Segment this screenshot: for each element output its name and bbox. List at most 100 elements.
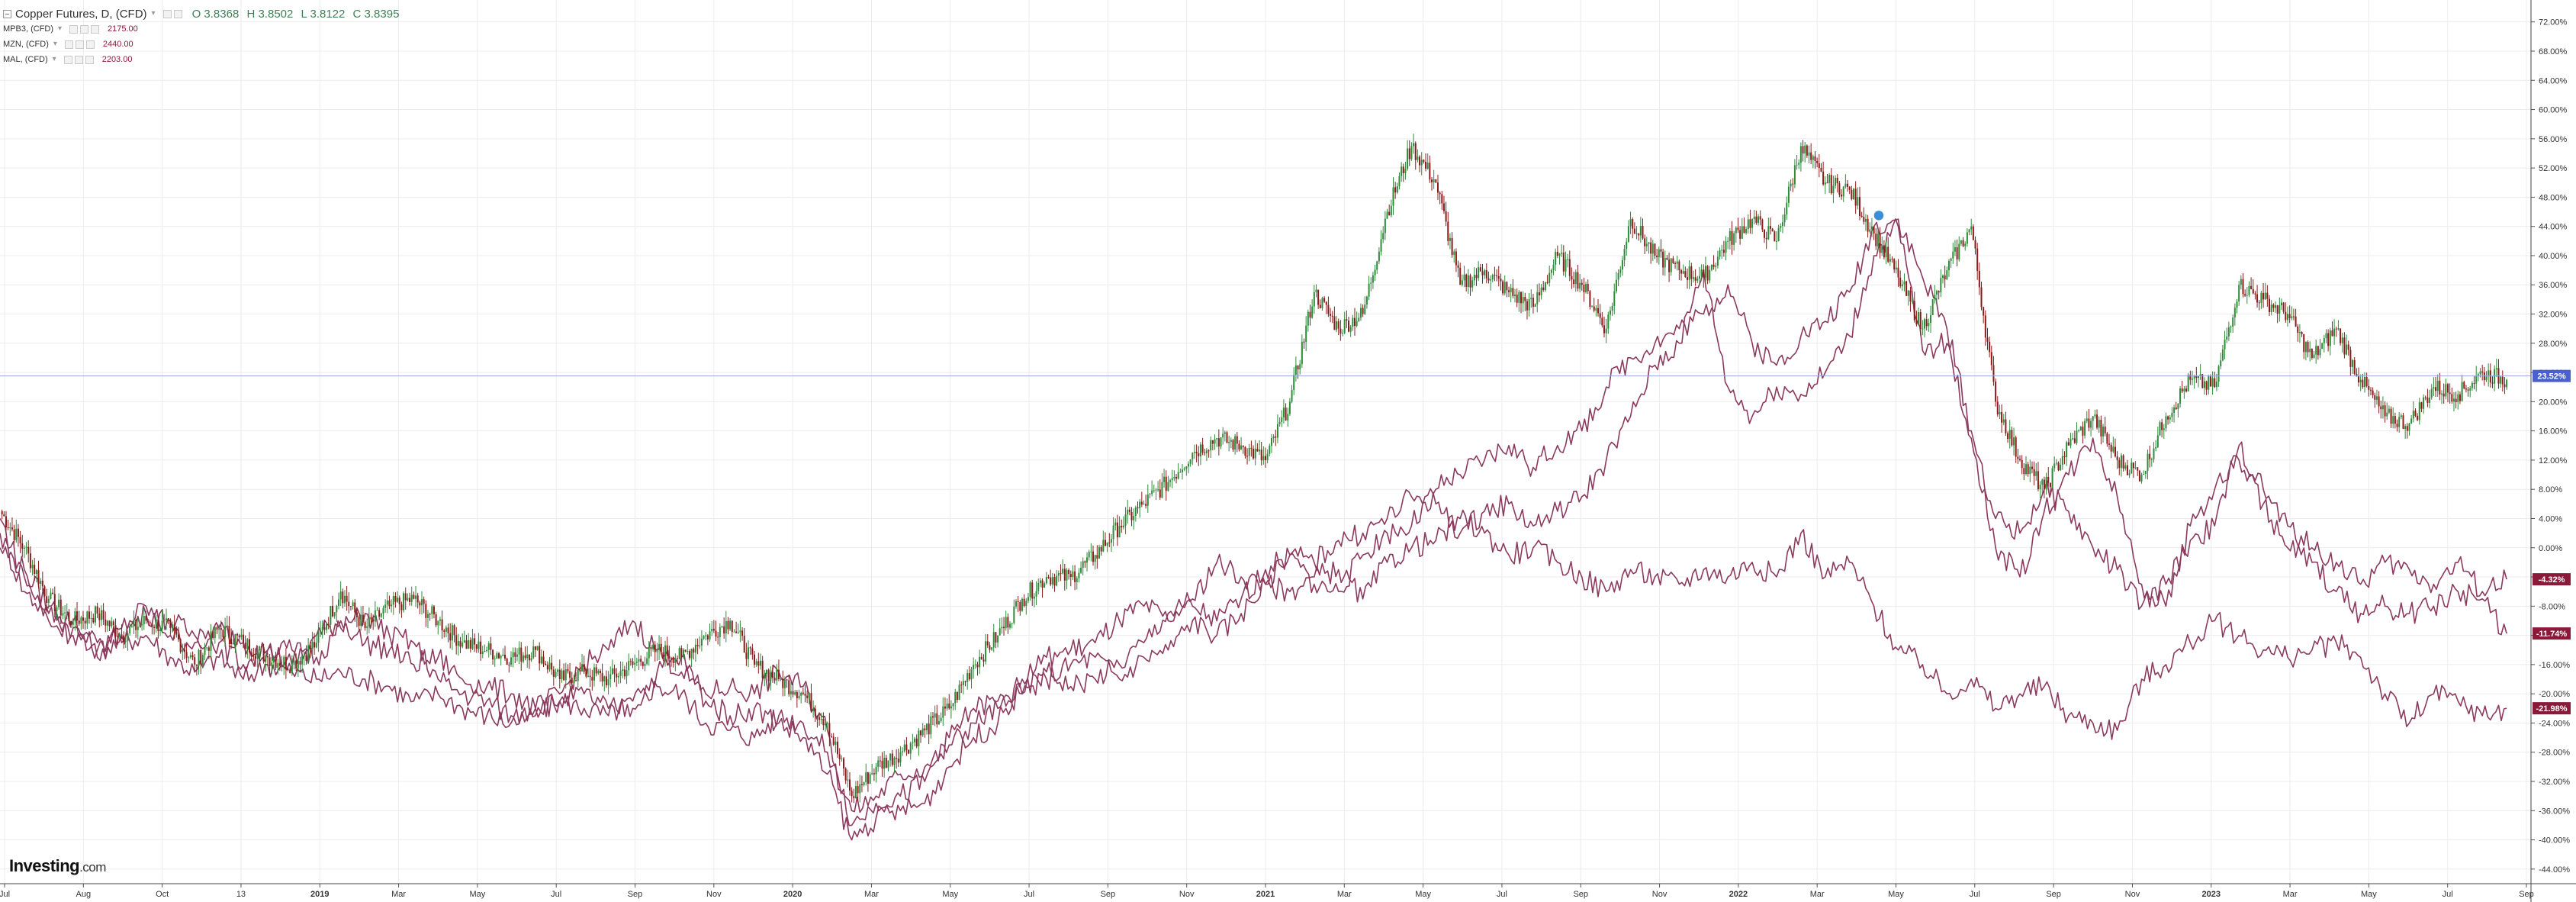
candle-body — [1414, 143, 1417, 160]
visibility-icon[interactable] — [69, 24, 79, 34]
candle-body — [1256, 449, 1259, 452]
candle-body — [2362, 379, 2364, 388]
candle-body — [1349, 327, 1352, 332]
legend-overlay-row[interactable]: MPB3, (CFD) ▾ 2175.00 — [3, 21, 399, 37]
candle-body — [1787, 186, 1790, 203]
legend-overlay-row[interactable]: MZN, (CFD) ▾ 2440.00 — [3, 37, 399, 52]
candle-body — [997, 635, 999, 643]
y-tick-label: 72.00% — [2539, 18, 2568, 27]
candle-body — [388, 600, 391, 607]
close-icon[interactable] — [173, 9, 182, 18]
candle-body — [1118, 526, 1121, 538]
candle-body — [1928, 323, 1930, 327]
event-marker-icon[interactable] — [1873, 209, 1885, 222]
candle-body — [2473, 382, 2475, 384]
settings-icon[interactable] — [74, 55, 83, 64]
candle-body — [626, 670, 628, 677]
x-tick-label: 2021 — [1256, 890, 1275, 899]
candle-body — [1700, 269, 1703, 276]
candle-body — [1481, 271, 1484, 275]
candle-body — [112, 621, 114, 626]
investing-logo[interactable]: Investing.com — [9, 856, 106, 876]
candle-body — [1885, 246, 1887, 258]
x-axis[interactable]: Jul Aug Oct 13 2019 Mar May Jul Sep Nov 2020 Mar May… — [0, 883, 2576, 899]
candle-body — [1804, 145, 1806, 154]
candle-body — [1167, 482, 1169, 491]
candle-body — [1651, 243, 1654, 254]
candle-body — [567, 668, 569, 672]
chevron-down-icon[interactable]: ▾ — [58, 24, 63, 33]
candle-body — [2323, 338, 2325, 343]
candle-body — [1442, 203, 1445, 211]
event-marker[interactable] — [1873, 209, 1885, 222]
candle-body — [1461, 280, 1463, 285]
value-tag-label: 23.52% — [2537, 372, 2566, 382]
candle-body — [632, 661, 634, 665]
candle-body — [2086, 418, 2088, 421]
x-tick-label: May — [2361, 890, 2377, 899]
candle-body — [583, 664, 585, 672]
candle-body — [2177, 404, 2179, 410]
candle-body — [204, 647, 206, 656]
candle-body — [2295, 316, 2297, 327]
candle-body — [1226, 432, 1228, 443]
candle-body — [455, 635, 458, 646]
settings-icon[interactable] — [75, 40, 84, 49]
candle-body — [287, 669, 289, 671]
legend-main[interactable]: Copper Futures, D, (CFD) ▾ O 3.8368 H 3.… — [3, 6, 399, 21]
candle-body — [226, 625, 228, 627]
candle-body — [770, 672, 772, 681]
candle-body — [694, 644, 696, 653]
candle-body — [2333, 328, 2336, 337]
candle-body — [278, 662, 281, 666]
collapse-icon[interactable] — [3, 9, 11, 18]
candle-body — [1883, 245, 1885, 258]
candle-body — [589, 675, 591, 678]
candle-body — [727, 620, 729, 630]
candle-body — [68, 612, 70, 621]
settings-icon[interactable] — [80, 24, 89, 34]
close-icon[interactable] — [91, 24, 100, 34]
legend-overlay-row[interactable]: MAL, (CFD) ▾ 2203.00 — [3, 52, 399, 67]
candle-body — [539, 646, 541, 664]
candle-body — [1783, 214, 1786, 223]
candle-body — [94, 606, 96, 623]
candle-body — [1777, 227, 1780, 241]
chevron-down-icon[interactable]: ▾ — [52, 55, 56, 63]
candle-body — [1739, 230, 1741, 239]
candle-body — [111, 621, 113, 627]
y-tick-label: 4.00% — [2539, 514, 2562, 523]
candle-body — [1100, 546, 1102, 552]
candle-body — [1536, 292, 1539, 304]
candle-body — [207, 647, 210, 651]
chevron-down-icon[interactable]: ▾ — [151, 9, 156, 18]
candle-body — [1808, 152, 1810, 156]
candle-body — [1419, 156, 1421, 166]
visibility-icon[interactable] — [63, 55, 72, 64]
candle-body — [881, 761, 883, 769]
visibility-icon[interactable] — [64, 40, 73, 49]
x-tick-label: Sep — [628, 890, 643, 899]
candle-body — [2203, 381, 2205, 388]
candle-body — [2445, 384, 2447, 397]
candle-body — [991, 647, 993, 650]
candle-body — [2452, 398, 2455, 402]
candle-body — [2112, 446, 2115, 452]
candle-body — [1171, 478, 1173, 481]
candle-body — [1672, 258, 1674, 264]
chevron-down-icon[interactable]: ▾ — [53, 40, 57, 48]
candle-body — [867, 772, 869, 784]
candle-body — [1633, 228, 1635, 234]
close-icon[interactable] — [85, 55, 94, 64]
candle-body — [674, 658, 677, 663]
candle-body — [558, 669, 561, 680]
close-icon[interactable] — [85, 40, 95, 49]
candle-body — [946, 703, 948, 709]
candle-body — [1656, 255, 1658, 258]
candle-body — [74, 611, 76, 621]
settings-icon[interactable] — [162, 9, 172, 18]
candle-body — [1394, 187, 1397, 193]
x-tick-label: Aug — [76, 890, 92, 899]
candle-body — [2063, 456, 2066, 458]
